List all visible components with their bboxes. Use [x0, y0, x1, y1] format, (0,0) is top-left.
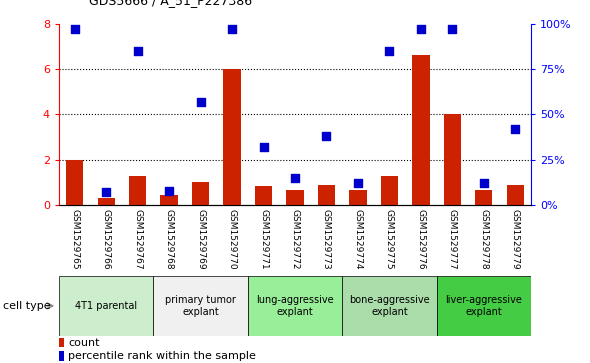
Point	[133, 48, 142, 54]
Text: bone-aggressive
explant: bone-aggressive explant	[349, 295, 430, 317]
Bar	[381, 176, 398, 205]
Text: cell type: cell type	[3, 301, 51, 311]
Bar	[412, 55, 430, 205]
Point	[70, 26, 80, 32]
Bar	[59, 276, 153, 336]
Text: GSM1529773: GSM1529773	[322, 209, 331, 270]
Text: count: count	[68, 338, 100, 348]
Text: GSM1529778: GSM1529778	[479, 209, 489, 270]
Bar	[153, 276, 248, 336]
Bar	[224, 69, 241, 205]
Bar	[437, 276, 531, 336]
Text: GSM1529774: GSM1529774	[353, 209, 362, 269]
Bar	[286, 190, 304, 205]
Bar	[475, 190, 493, 205]
Point	[448, 26, 457, 32]
Text: GSM1529765: GSM1529765	[70, 209, 79, 270]
Text: GSM1529769: GSM1529769	[196, 209, 205, 270]
Text: GSM1529772: GSM1529772	[290, 209, 300, 269]
Text: GSM1529779: GSM1529779	[511, 209, 520, 270]
Point	[510, 126, 520, 132]
Text: lung-aggressive
explant: lung-aggressive explant	[256, 295, 334, 317]
Text: primary tumor
explant: primary tumor explant	[165, 295, 236, 317]
Bar	[160, 195, 178, 205]
Text: GSM1529766: GSM1529766	[101, 209, 111, 270]
Text: GSM1529768: GSM1529768	[165, 209, 173, 270]
Point	[290, 175, 300, 181]
Bar	[66, 160, 83, 205]
Bar	[507, 185, 524, 205]
Bar	[444, 114, 461, 205]
Point	[416, 26, 425, 32]
Text: percentile rank within the sample: percentile rank within the sample	[68, 351, 256, 362]
Point	[479, 180, 489, 186]
Point	[227, 26, 237, 32]
Point	[385, 48, 394, 54]
Point	[259, 144, 268, 150]
Bar	[255, 186, 272, 205]
Point	[196, 99, 205, 105]
Text: GSM1529776: GSM1529776	[417, 209, 425, 270]
Bar	[129, 176, 146, 205]
Text: GSM1529775: GSM1529775	[385, 209, 394, 270]
Text: liver-aggressive
explant: liver-aggressive explant	[445, 295, 522, 317]
Point	[353, 180, 363, 186]
Bar	[97, 198, 115, 205]
Text: GSM1529767: GSM1529767	[133, 209, 142, 270]
Bar	[342, 276, 437, 336]
Bar	[318, 185, 335, 205]
Bar	[59, 351, 64, 361]
Text: GSM1529771: GSM1529771	[259, 209, 268, 270]
Point	[165, 188, 174, 193]
Text: GDS5666 / A_51_P227386: GDS5666 / A_51_P227386	[88, 0, 251, 7]
Point	[322, 133, 331, 139]
Point	[101, 189, 111, 195]
Text: GSM1529777: GSM1529777	[448, 209, 457, 270]
Bar	[349, 190, 366, 205]
Text: GSM1529770: GSM1529770	[228, 209, 237, 270]
Bar	[248, 276, 342, 336]
Text: 4T1 parental: 4T1 parental	[75, 301, 137, 311]
Bar	[59, 338, 64, 347]
Bar	[192, 182, 209, 205]
